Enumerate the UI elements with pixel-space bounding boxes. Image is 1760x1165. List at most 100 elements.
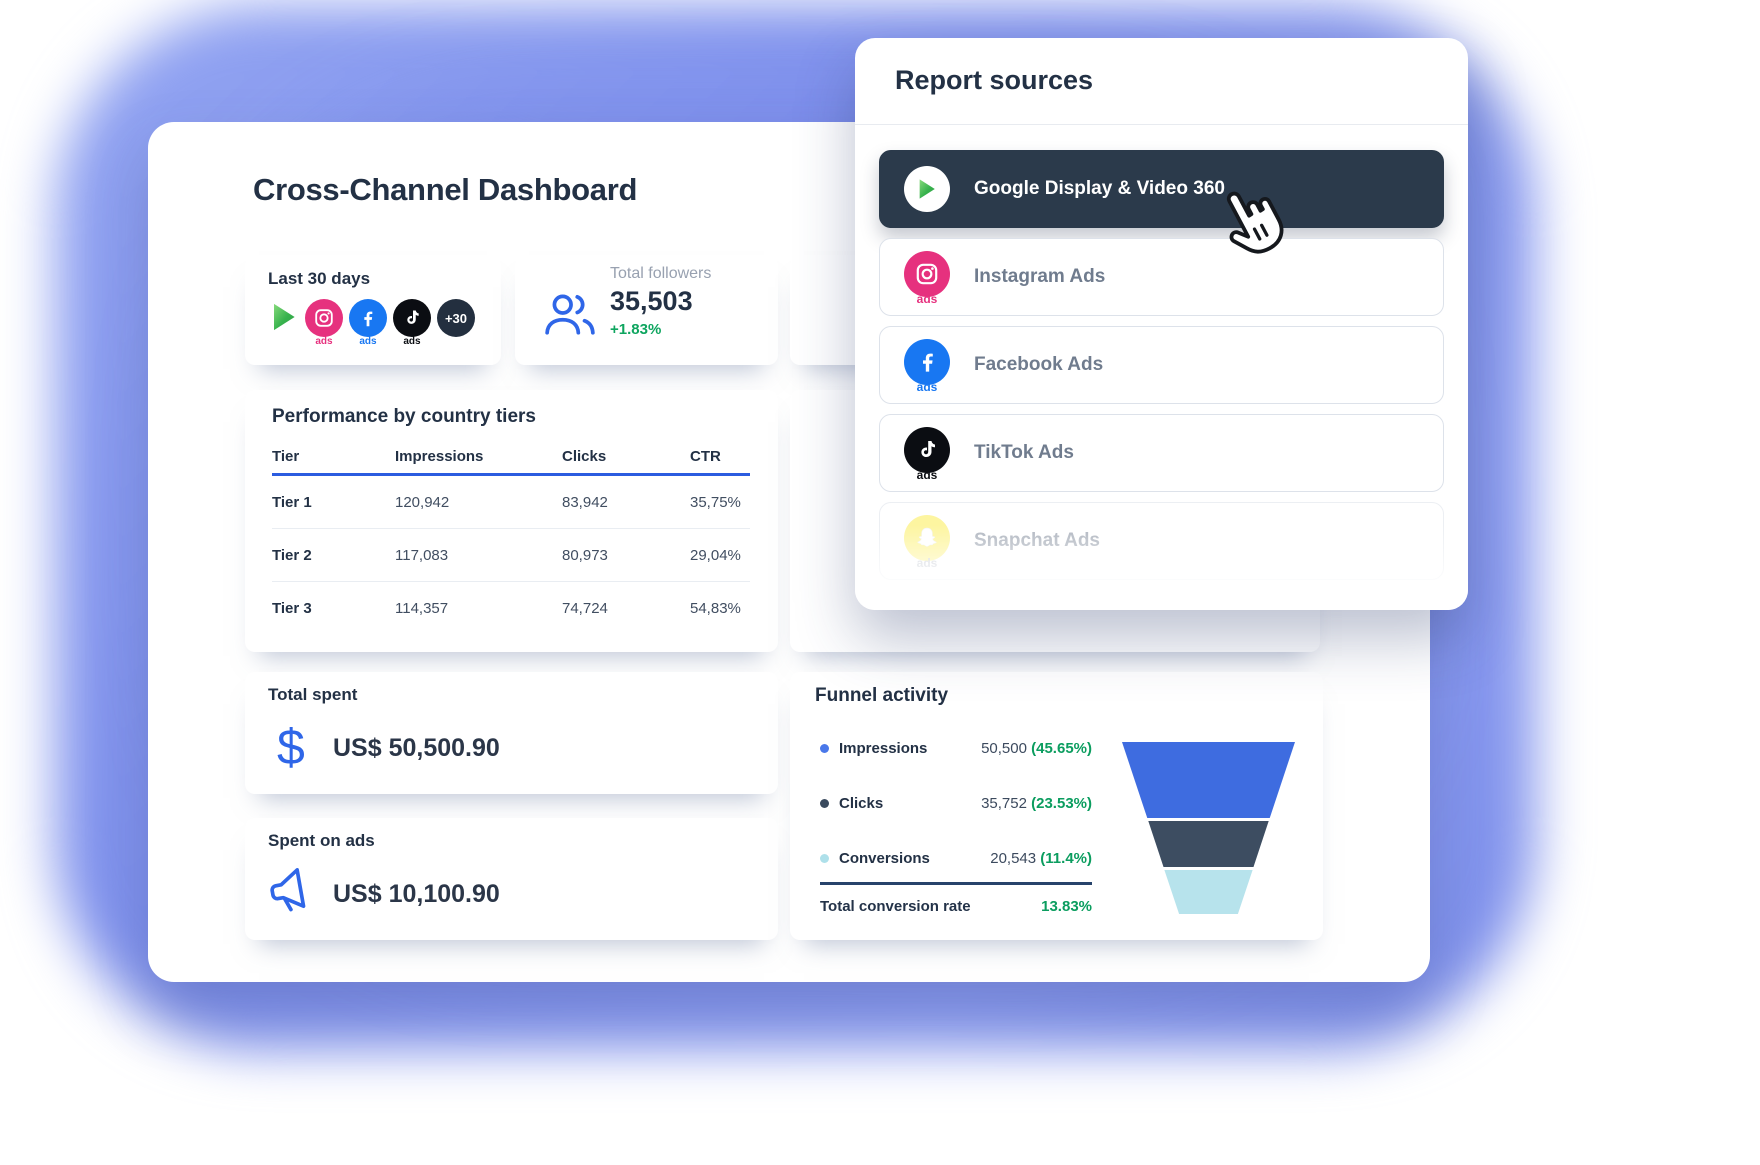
tiktok-glyph — [407, 310, 419, 324]
snapchat-ghost-glyph — [917, 527, 937, 547]
google-play-icon — [919, 179, 935, 199]
ads-badge: ads — [916, 291, 938, 306]
source-item-label: TikTok Ads — [974, 442, 1074, 463]
followers-change: +1.83% — [610, 321, 662, 338]
cell-tier: Tier 3 — [272, 599, 312, 617]
ads-badge: ads — [916, 555, 938, 570]
cell-ctr: 29,04% — [690, 546, 741, 564]
total-conversion-value: 13.83% — [1041, 898, 1092, 915]
tiktok-glyph — [921, 440, 935, 457]
last-30-days-label: Last 30 days — [268, 269, 371, 288]
tiktok-ads-icon: ads — [390, 299, 434, 347]
cell-impressions: 117,083 — [395, 546, 449, 564]
total-spent-card: Total spent $ US$ 50,500.90 — [245, 672, 778, 794]
country-tiers-title: Performance by country tiers — [272, 406, 536, 427]
instagram-glyph — [315, 309, 333, 327]
facebook-ads-icon: ads — [902, 338, 952, 394]
snapchat-ads-icon: ads — [902, 514, 952, 570]
ads-badge: ads — [403, 336, 421, 347]
cell-ctr: 35,75% — [690, 493, 741, 511]
row-separator — [272, 528, 750, 529]
cell-clicks: 80,973 — [562, 546, 608, 564]
funnel-segment-conversions — [1164, 870, 1253, 914]
table-header-underline — [272, 473, 750, 476]
facebook-glyph — [922, 353, 933, 372]
col-header-tier: Tier — [272, 448, 300, 465]
cell-impressions: 120,942 — [395, 493, 450, 511]
funnel-legend-clicks: Clicks 35,752 (23.53%) — [820, 795, 1092, 812]
source-item-google-dv360[interactable]: Google Display & Video 360 — [879, 150, 1444, 228]
ads-badge: ads — [359, 336, 377, 347]
legend-text: Impressions — [839, 740, 928, 757]
followers-value: 35,503 — [610, 286, 693, 316]
value-percent: (23.53%) — [1031, 795, 1092, 812]
source-item-snapchat-ads[interactable]: ads Snapchat Ads — [879, 502, 1444, 580]
total-spent-label: Total spent — [268, 685, 358, 704]
legend-label: Clicks — [820, 795, 883, 812]
source-item-facebook-ads[interactable]: ads Facebook Ads — [879, 326, 1444, 404]
col-header-clicks: Clicks — [562, 448, 607, 465]
instagram-glyph — [916, 263, 938, 284]
legend-label: Impressions — [820, 740, 927, 757]
tiktok-ads-icon: ads — [902, 426, 952, 482]
dollar-icon: $ — [277, 719, 305, 775]
ads-badge: ads — [916, 467, 938, 482]
cell-tier: Tier 2 — [272, 546, 312, 564]
funnel-segment-impressions — [1122, 742, 1295, 818]
google-ads-icon — [266, 299, 302, 335]
followers-label: Total followers — [610, 265, 712, 282]
total-conversion-label: Total conversion rate — [820, 898, 971, 915]
cell-clicks: 74,724 — [562, 599, 608, 617]
hand-cursor-icon — [1226, 191, 1284, 254]
source-item-label: Instagram Ads — [974, 266, 1106, 287]
funnel-total-divider — [820, 882, 1092, 885]
source-item-label: Facebook Ads — [974, 354, 1104, 375]
total-spent-value: US$ 50,500.90 — [333, 734, 500, 762]
facebook-glyph — [364, 311, 373, 327]
country-tiers-table: Tier Impressions Clicks CTR Tier 1 120,9… — [272, 448, 750, 634]
cell-ctr: 54,83% — [690, 599, 741, 617]
legend-value: 35,752 (23.53%) — [981, 795, 1092, 812]
clicks-dot-icon — [820, 799, 829, 808]
funnel-chart — [1122, 742, 1295, 914]
report-sources-panel: Report sources Google Display & Video 36… — [855, 38, 1468, 610]
conversions-dot-icon — [820, 854, 829, 863]
source-item-instagram-ads[interactable]: ads Instagram Ads — [879, 238, 1444, 316]
instagram-ads-icon: ads — [902, 250, 952, 306]
google-dv360-icon — [902, 166, 952, 212]
panel-divider — [855, 124, 1468, 125]
funnel-segment-clicks — [1148, 821, 1269, 867]
funnel-title: Funnel activity — [815, 685, 949, 706]
row-separator — [272, 581, 750, 582]
more-channels-badge[interactable]: +30 — [434, 299, 478, 337]
legend-text: Conversions — [839, 850, 930, 867]
total-followers-card: Total followers 35,503 +1.83% — [515, 255, 778, 365]
col-header-impressions: Impressions — [395, 448, 484, 465]
country-tiers-card: Performance by country tiers Tier Impres… — [245, 390, 778, 652]
cell-impressions: 114,357 — [395, 599, 449, 617]
followers-icon — [545, 294, 595, 335]
legend-value: 50,500 (45.65%) — [981, 740, 1092, 757]
instagram-ads-icon: ads — [302, 299, 346, 347]
last-30-days-card: Last 30 days — [245, 255, 501, 365]
funnel-total-row: Total conversion rate 13.83% — [820, 898, 1092, 915]
value-percent: (45.65%) — [1031, 740, 1092, 757]
legend-text: Clicks — [839, 795, 884, 812]
source-item-label: Google Display & Video 360 — [974, 178, 1225, 199]
impressions-dot-icon — [820, 744, 829, 753]
spent-on-ads-card: Spent on ads US$ 10,100.90 — [245, 818, 778, 940]
funnel-legend-impressions: Impressions 50,500 (45.65%) — [820, 740, 1092, 757]
legend-label: Conversions — [820, 850, 930, 867]
value-number: 50,500 — [981, 740, 1027, 757]
legend-value: 20,543 (11.4%) — [990, 850, 1092, 867]
page-title: Cross-Channel Dashboard — [253, 172, 638, 207]
value-number: 20,543 — [990, 850, 1037, 867]
ads-badge: ads — [916, 379, 938, 394]
spent-on-ads-label: Spent on ads — [268, 831, 375, 850]
source-item-tiktok-ads[interactable]: ads TikTok Ads — [879, 414, 1444, 492]
value-number: 35,752 — [981, 795, 1027, 812]
funnel-legend-conversions: Conversions 20,543 (11.4%) — [820, 850, 1092, 867]
cell-tier: Tier 1 — [272, 493, 312, 511]
ads-badge: ads — [315, 336, 333, 347]
